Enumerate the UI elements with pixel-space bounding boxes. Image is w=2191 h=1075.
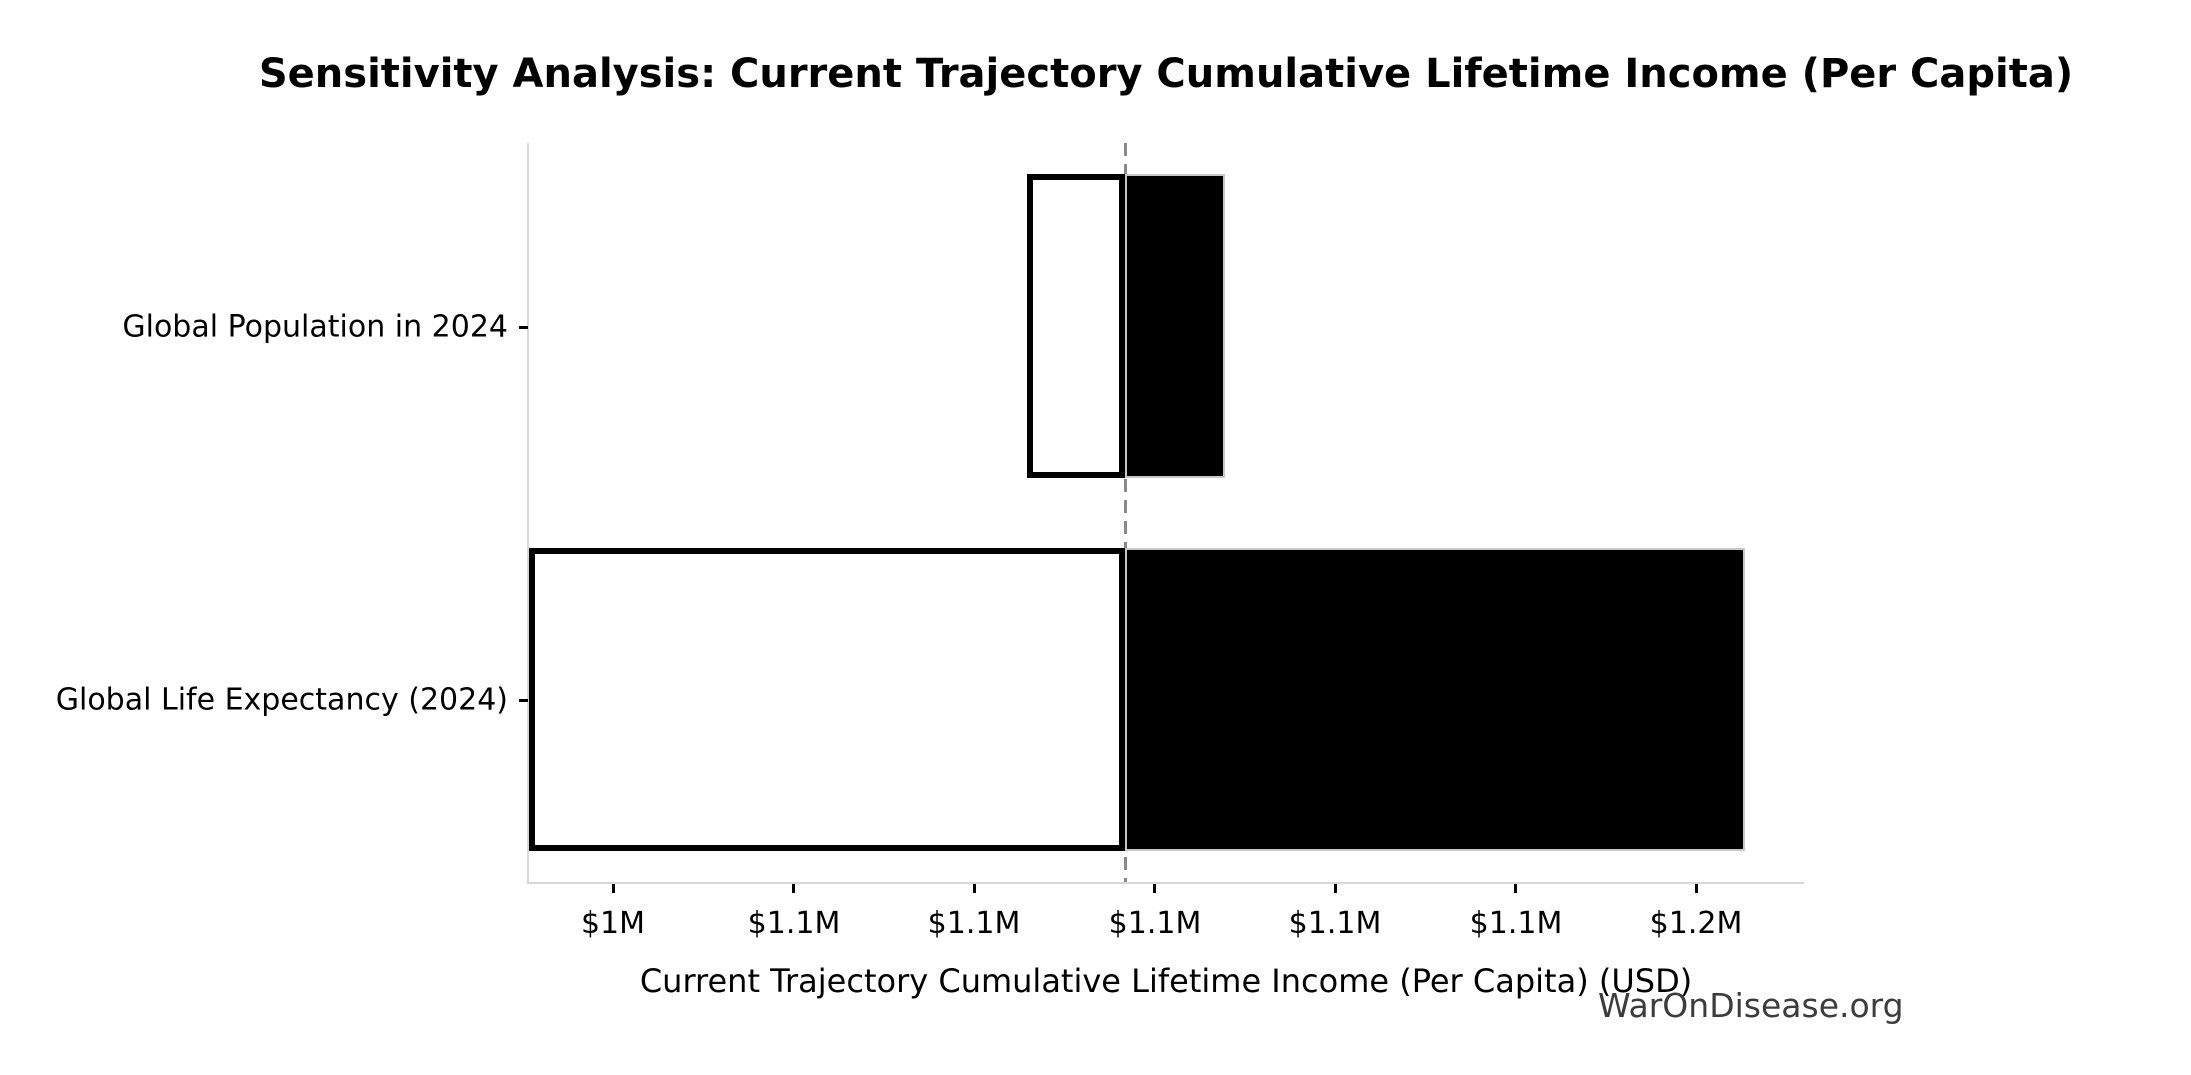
y-tick-mark xyxy=(519,699,528,702)
x-tick-label: $1.2M xyxy=(1649,906,1743,941)
x-tick-label: $1.1M xyxy=(1469,906,1563,941)
x-tick-label: $1M xyxy=(580,906,646,941)
bar-life-expectancy-low-segment xyxy=(529,548,1125,851)
x-tick-mark xyxy=(612,884,615,893)
baseline-dashed-line xyxy=(1124,143,1127,882)
x-tick-mark xyxy=(973,884,976,893)
x-tick-mark xyxy=(1153,884,1156,893)
x-tick-label: $1.1M xyxy=(747,906,841,941)
y-tick-label-population: Global Population in 2024 xyxy=(122,309,508,345)
x-tick-mark xyxy=(792,884,795,893)
y-tick-label-life-expectancy: Global Life Expectancy (2024) xyxy=(55,682,508,718)
watermark-text: WarOnDisease.org xyxy=(1598,986,1904,1025)
x-tick-mark xyxy=(1334,884,1337,893)
x-tick-label: $1.1M xyxy=(927,906,1021,941)
x-axis-label: Current Trajectory Cumulative Lifetime I… xyxy=(639,962,1693,1000)
chart-title: Sensitivity Analysis: Current Trajectory… xyxy=(258,51,2074,97)
bar-life-expectancy-high-segment xyxy=(1125,548,1745,851)
x-tick-label: $1.1M xyxy=(1108,906,1202,941)
x-tick-label: $1.1M xyxy=(1288,906,1382,941)
bar-population-high-segment xyxy=(1125,174,1225,478)
y-axis-spine xyxy=(527,143,529,884)
y-tick-mark xyxy=(519,326,528,329)
x-tick-mark xyxy=(1514,884,1517,893)
x-axis-spine xyxy=(527,882,1804,884)
bar-population-low-segment xyxy=(1027,174,1125,478)
x-tick-mark xyxy=(1695,884,1698,893)
